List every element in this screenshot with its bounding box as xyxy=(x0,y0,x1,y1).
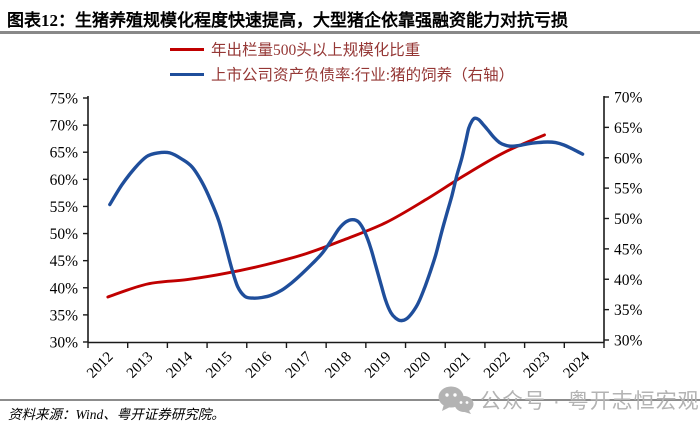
right-axis-tick-label: 55% xyxy=(614,181,643,198)
right-axis-tick-label: 70% xyxy=(614,90,643,107)
watermark-text: 公众号 · 粤开志恒宏观 xyxy=(480,390,700,413)
x-axis-tick-label: 2015 xyxy=(203,349,236,382)
right-axis-tick-label: 40% xyxy=(614,272,643,289)
x-axis-tick-label: 2016 xyxy=(243,349,276,382)
x-axis-tick-label: 2012 xyxy=(84,349,117,382)
left-axis-tick-label: 40% xyxy=(50,280,79,297)
chart-svg: 75% 70% 65% 60% 55% 50% 45% 40% 35% 30% 70% 65% 60% 5… xyxy=(50,90,643,382)
legend-swatch xyxy=(170,72,204,76)
left-axis-tick-label: 50% xyxy=(50,226,79,243)
x-axis-tick-label: 2017 xyxy=(283,349,316,382)
x-axis-tick-label: 2020 xyxy=(402,349,435,382)
series-line-1 xyxy=(108,116,585,323)
title-rule xyxy=(0,31,700,34)
legend-item-label: 上市公司资产负债率:行业:猪的饲养（右轴） xyxy=(211,67,515,84)
watermark: 公众号 · 粤开志恒宏观 xyxy=(438,385,700,415)
left-axis-tick-label: 30% xyxy=(50,334,79,351)
x-axis-tick-label: 2021 xyxy=(441,349,474,382)
x-axis-tick-label: 2022 xyxy=(481,349,514,382)
right-axis-tick-label: 35% xyxy=(614,302,643,319)
legend-item-1: 上市公司资产负债率:行业:猪的饲养（右轴） xyxy=(170,63,514,85)
left-axis-tick-label: 35% xyxy=(50,307,79,324)
left-axis-tick-label: 45% xyxy=(50,253,79,270)
right-axis-tick-label: 60% xyxy=(614,150,643,167)
right-axis-tick-label: 65% xyxy=(614,120,643,137)
x-axis-tick-label: 2014 xyxy=(164,349,197,382)
left-axis-tick-label: 60% xyxy=(50,172,79,189)
right-axis-tick-label: 50% xyxy=(614,211,643,228)
right-axis-tick-label: 30% xyxy=(614,333,643,350)
x-axis-tick-label: 2019 xyxy=(362,349,395,382)
x-axis-tick-label: 2013 xyxy=(124,349,157,382)
legend-item-0: 年出栏量500头以上规模化比重 xyxy=(170,38,514,60)
line-chart: 75% 70% 65% 60% 55% 50% 45% 40% 35% 30% 70% 65% 60% 5… xyxy=(0,85,700,400)
series-line-0 xyxy=(106,133,546,299)
legend-item-label: 年出栏量500头以上规模化比重 xyxy=(211,42,421,59)
left-axis-tick-label: 65% xyxy=(50,145,79,162)
right-axis-tick-label: 45% xyxy=(614,241,643,258)
chart-legend: 年出栏量500头以上规模化比重上市公司资产负债率:行业:猪的饲养（右轴） xyxy=(170,38,514,85)
source-text: 资料来源：Wind、粤开证券研究院。 xyxy=(8,407,225,422)
footer-rule xyxy=(0,399,700,401)
page-title: 图表12：生猪养殖规模化程度快速提高，大型猪企依靠强融资能力对抗亏损 xyxy=(7,11,568,30)
wechat-icon xyxy=(438,386,474,414)
left-axis-tick-label: 75% xyxy=(50,91,79,108)
legend-swatch xyxy=(170,47,204,51)
x-axis-tick-label: 2023 xyxy=(521,349,554,382)
left-axis-tick-label: 70% xyxy=(50,118,79,135)
x-axis-tick-label: 2018 xyxy=(322,349,355,382)
x-axis-tick-label: 2024 xyxy=(560,349,593,382)
left-axis-tick-label: 55% xyxy=(50,199,79,216)
